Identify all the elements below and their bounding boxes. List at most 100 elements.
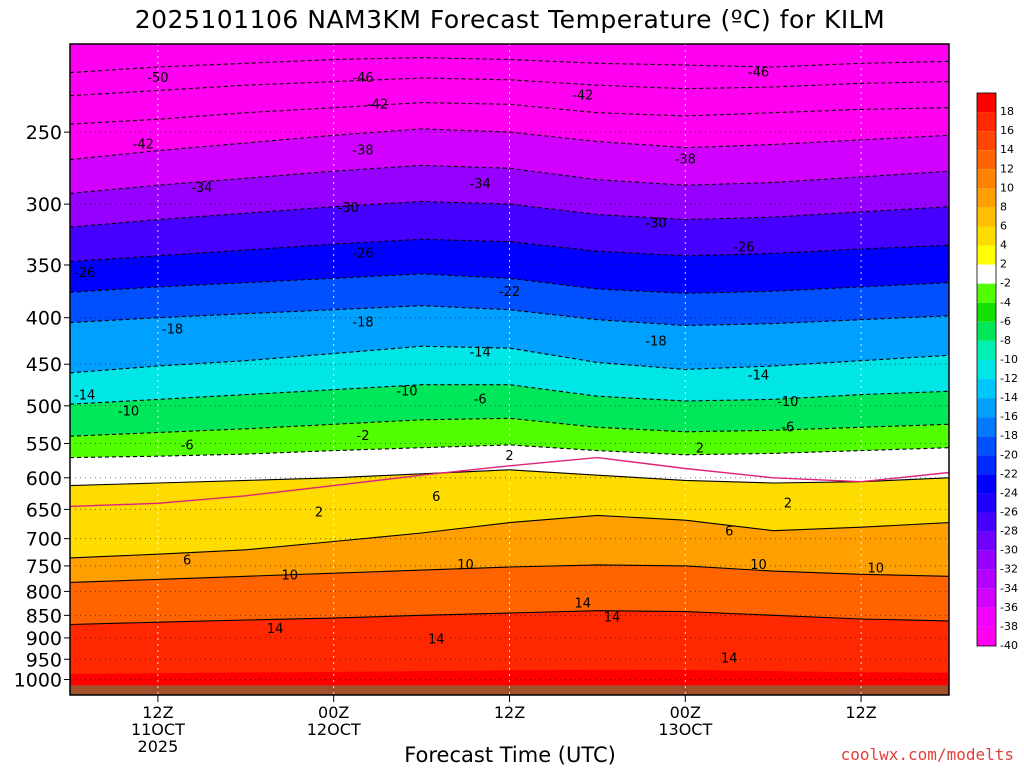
contour-label: -6 — [474, 392, 487, 407]
y-tick-label: 700 — [26, 529, 62, 551]
isotherm-line — [70, 164, 949, 194]
y-tick-label: 450 — [26, 354, 62, 376]
colorbar-label: 18 — [1000, 105, 1014, 118]
contour-label: 14 — [604, 611, 621, 626]
isotherm-line — [70, 514, 949, 559]
colorbar-swatch — [977, 379, 996, 399]
colorbar-label: -24 — [1000, 486, 1018, 499]
credit-link[interactable]: coolwx.com/modelts — [841, 745, 1014, 764]
x-axis-label: Forecast Time (UTC) — [404, 743, 616, 767]
contour-label: 6 — [183, 554, 191, 569]
contour-label: -14 — [74, 388, 95, 403]
y-tick-label: 950 — [26, 649, 62, 671]
colorbar-swatch — [977, 436, 996, 456]
fill-band — [70, 147, 949, 194]
colorbar-swatch — [977, 512, 996, 532]
colorbar-swatch — [977, 245, 996, 265]
fill-band — [70, 289, 949, 326]
contour-label: -30 — [645, 216, 666, 231]
colorbar-swatch — [977, 474, 996, 494]
colorbar-label: -32 — [1000, 563, 1018, 576]
y-tick-label: 1000 — [14, 670, 62, 692]
contour-label: 2 — [315, 505, 323, 520]
contour-label: 2 — [505, 449, 513, 464]
colorbar-label: -4 — [1000, 296, 1011, 309]
x-tick-label: 12Z — [494, 703, 525, 722]
contour-label: 14 — [574, 597, 591, 612]
colorbar-swatch — [977, 607, 996, 627]
contour-label: 2 — [784, 496, 792, 511]
colorbar-label: -16 — [1000, 410, 1018, 423]
colorbar-label: -36 — [1000, 601, 1018, 614]
fill-band — [70, 115, 949, 160]
colorbar-swatch — [977, 417, 996, 437]
contour-label: -42 — [572, 89, 593, 104]
contour-label: -26 — [352, 247, 373, 262]
fill-band — [70, 67, 949, 96]
y-tick-label: 250 — [26, 122, 62, 144]
colorbar-swatch — [977, 455, 996, 475]
contour-label: 10 — [867, 562, 884, 577]
colorbar-swatch — [977, 340, 996, 360]
colorbar-swatch — [977, 226, 996, 246]
colorbar-swatch — [977, 321, 996, 341]
colorbar: 18 16 14 12 10 8 6 4 2 -2 -4 -6 -8 -10 -12 -14 -16 -18 -20… — [976, 92, 1018, 652]
colorbar-label: -20 — [1000, 448, 1018, 461]
y-tick-label: 400 — [26, 308, 62, 330]
freezing-line — [70, 456, 949, 508]
contour-label: 6 — [432, 490, 440, 505]
isotherm-line — [70, 469, 949, 487]
colorbar-label: 10 — [1000, 181, 1014, 194]
contour-label: -18 — [352, 316, 373, 331]
contour-label: -26 — [733, 241, 754, 256]
y-tick-label: 600 — [26, 468, 62, 490]
contour-label: 2 — [696, 441, 704, 456]
y-axis-ticks: 2503003504004505005506006507007508008509… — [14, 122, 70, 692]
colorbar-label: 4 — [1000, 239, 1007, 252]
isotherm-line — [70, 564, 949, 583]
contour-label: -30 — [338, 201, 359, 216]
contour-label: -38 — [675, 153, 696, 168]
contour-label: -34 — [191, 181, 212, 196]
contour-label: -2 — [357, 429, 370, 444]
fill-band — [70, 495, 949, 558]
colorbar-swatch — [977, 150, 996, 170]
contour-label: -10 — [777, 395, 798, 410]
colorbar-swatch — [977, 302, 996, 322]
colorbar-swatch — [977, 112, 996, 132]
plot-area: -50 -46 -46-42-42-42 -38-38-34 -34-30-30-26-… — [70, 44, 949, 695]
colorbar-label: -6 — [1000, 315, 1011, 328]
colorbar-label: -22 — [1000, 467, 1018, 480]
fill-band — [70, 220, 949, 262]
contour-label: -26 — [74, 266, 95, 281]
y-tick-label: 650 — [26, 499, 62, 521]
y-tick-label: 800 — [26, 581, 62, 603]
colorbar-label: -2 — [1000, 277, 1011, 290]
x-tick-label: 13OCT — [658, 720, 712, 739]
colorbar-swatch — [977, 550, 996, 570]
ground-surface — [70, 685, 949, 695]
colorbar-swatch — [977, 493, 996, 513]
contour-label: -46 — [748, 66, 769, 81]
fill-band — [70, 431, 949, 458]
colorbar-swatch — [977, 264, 996, 284]
contour-label: -10 — [118, 404, 139, 419]
fill-band — [70, 256, 949, 294]
colorbar-swatch — [977, 131, 996, 151]
isotherm-line — [70, 345, 949, 374]
colorbar-label: 8 — [1000, 200, 1007, 213]
colorbar-label: -26 — [1000, 506, 1018, 519]
contour-label: -6 — [781, 420, 794, 435]
colorbar-label: 16 — [1000, 124, 1014, 137]
contour-label: -42 — [133, 138, 154, 153]
colorbar-label: -38 — [1000, 620, 1018, 633]
colorbar-label: -28 — [1000, 525, 1018, 538]
colorbar-swatch — [977, 588, 996, 608]
x-tick-label: 12OCT — [307, 720, 361, 739]
contour-label: -50 — [147, 71, 168, 86]
contour-label: -34 — [470, 177, 491, 192]
colorbar-label: -12 — [1000, 372, 1018, 385]
y-tick-label: 750 — [26, 556, 62, 578]
